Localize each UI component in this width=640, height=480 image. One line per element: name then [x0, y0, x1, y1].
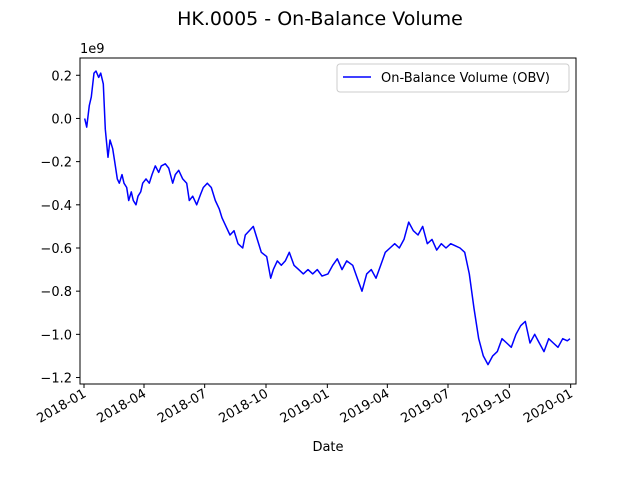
- y-tick-label: −0.8: [40, 285, 72, 300]
- legend: On-Balance Volume (OBV): [336, 63, 570, 93]
- legend-box: [336, 63, 570, 93]
- y-tick-label: 0.0: [51, 112, 72, 127]
- y-tick-label: −0.6: [40, 242, 72, 257]
- y-offset-label: 1e9: [80, 42, 105, 57]
- obv-series-line: [83, 70, 571, 366]
- x-tick-label: 2018-10: [216, 386, 271, 426]
- x-tick-label: 2018-01: [34, 386, 89, 426]
- x-axis-label: Date: [312, 440, 343, 455]
- x-tick-label: 2020-01: [521, 386, 576, 426]
- series-layer: [83, 70, 571, 366]
- y-tick-label: 0.2: [51, 69, 72, 84]
- y-tick-label: −1.0: [40, 328, 72, 343]
- y-tick-label: −0.2: [40, 156, 72, 171]
- x-tick-label: 2019-01: [278, 386, 333, 426]
- y-axis-ticks: −1.2 −1.0 −0.8 −0.6 −0.4 −0.2 0.0 0.2: [40, 69, 80, 387]
- x-tick-label: 2019-10: [460, 386, 515, 426]
- y-tick-label: −0.4: [40, 199, 72, 214]
- x-tick-label: 2018-07: [155, 386, 210, 426]
- x-tick-label: 2019-04: [338, 386, 393, 426]
- x-axis-ticks: 2018-01 2018-04 2018-07 2018-10 2019-01 2019-…: [34, 384, 576, 427]
- chart-title: HK.0005 - On-Balance Volume: [177, 8, 463, 30]
- x-tick-label: 2018-04: [94, 386, 149, 426]
- plot-frame: [79, 57, 577, 385]
- y-tick-label: −1.2: [40, 372, 72, 387]
- x-tick-label: 2019-07: [398, 386, 453, 426]
- legend-label: On-Balance Volume (OBV): [381, 71, 550, 86]
